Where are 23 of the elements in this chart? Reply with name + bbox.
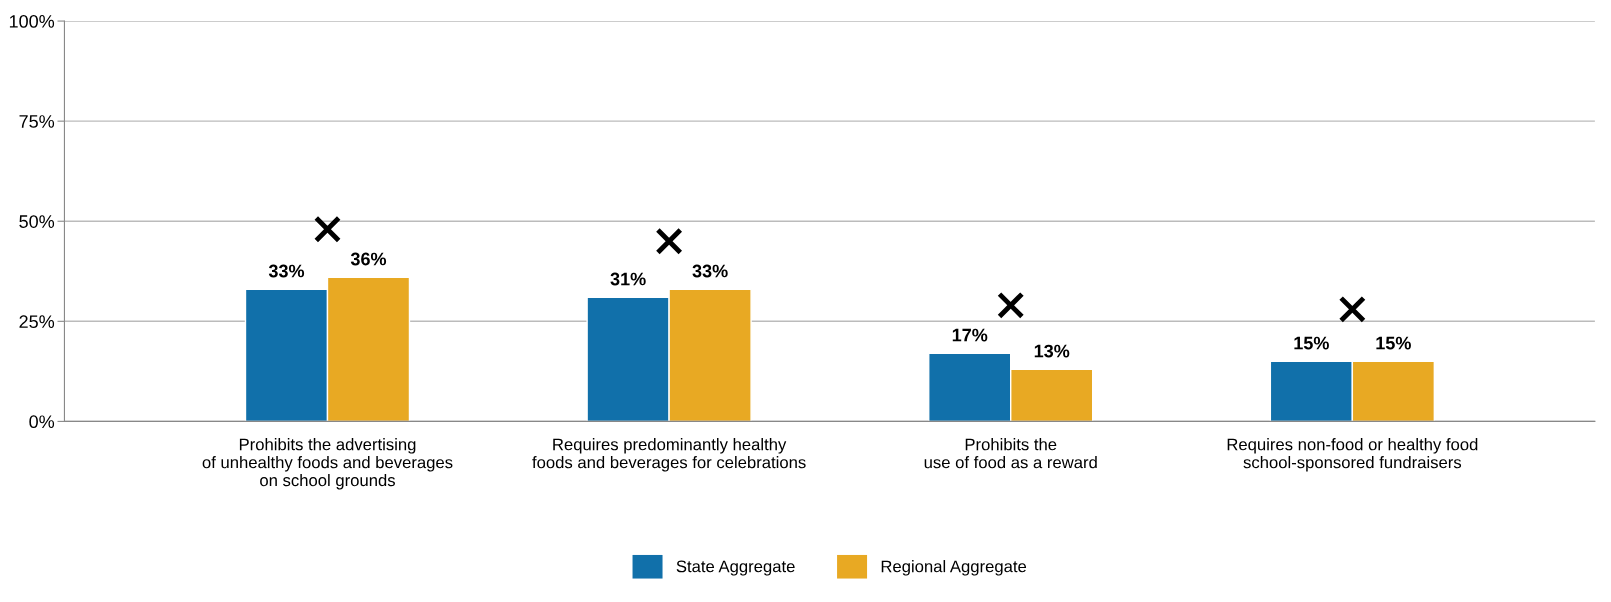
data-label: 31%: [610, 272, 646, 286]
legend-label: Regional Aggregate: [881, 560, 1027, 576]
x-tick-label: Prohibits the advertising of unhealthy foods and beverages on school grounds: [202, 438, 453, 490]
point: [1338, 295, 1366, 323]
data-label: 36%: [350, 252, 387, 266]
data-label: 15%: [1376, 336, 1411, 350]
data-label: 13%: [1034, 344, 1070, 358]
point: [313, 215, 342, 243]
y-tick-label: 50%: [19, 215, 55, 228]
data-label: 15%: [1294, 336, 1329, 350]
x-tick-label: Requires predominantly healthy foods and beverages for celebrations: [532, 438, 806, 472]
point: [997, 291, 1025, 319]
x-tick-label: Requires non-food or healthy food school-sponsored fundraisers: [1227, 438, 1478, 472]
y-tick-label: 0%: [29, 415, 55, 429]
legend-label: State Aggregate: [676, 560, 795, 576]
y-tick-label: 75%: [19, 115, 55, 128]
point: [655, 227, 683, 255]
data-label: 33%: [692, 264, 728, 278]
x-tick-label: Prohibits the use of food as a reward: [924, 438, 1097, 469]
data-label: 33%: [268, 264, 305, 278]
y-tick-label: 25%: [19, 315, 55, 329]
y-tick-label: 100%: [9, 15, 55, 28]
data-label: 17%: [952, 328, 988, 342]
